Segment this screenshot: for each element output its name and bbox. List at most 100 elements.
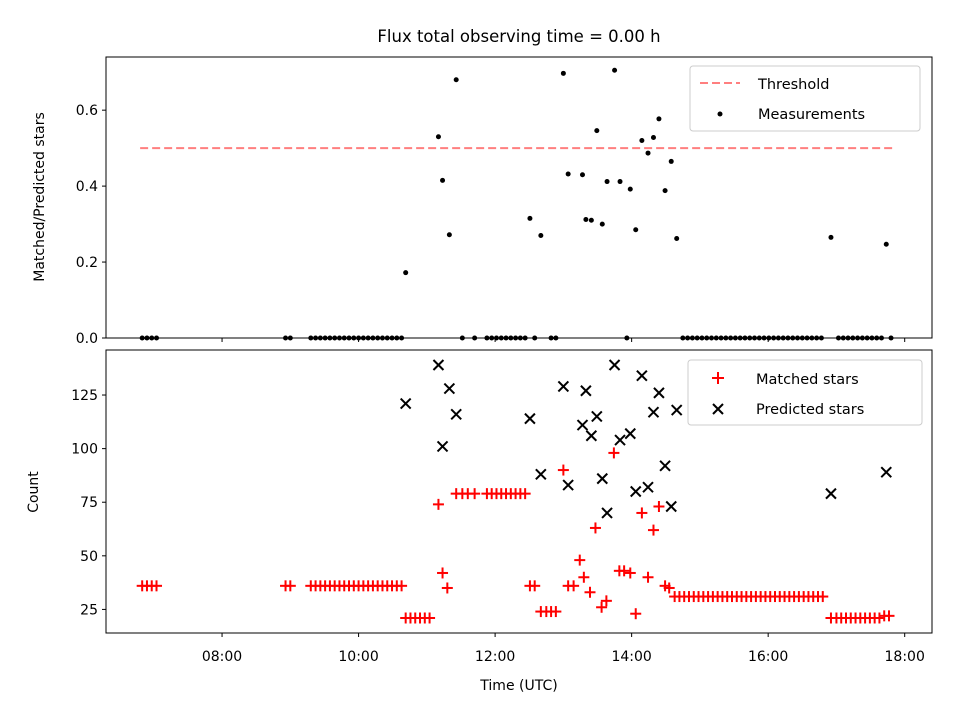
matched-star-point [441, 582, 453, 594]
matched-star-point [624, 567, 636, 579]
matched-star-point [437, 567, 449, 579]
matched-star-point [873, 612, 885, 624]
predicted-star-point [591, 410, 603, 423]
bottom-x-ticks: 08:00 10:00 12:00 14:00 16:00 18:00 [202, 633, 925, 665]
predicted-star-point [608, 359, 621, 371]
predicted-star-point [436, 440, 449, 453]
measurement-point [633, 227, 639, 233]
measurement-point [604, 179, 610, 185]
measurement-point [446, 232, 452, 238]
bottom-x-tick-label: 10:00 [338, 649, 378, 665]
matched-star-point [636, 507, 648, 519]
predicted-star-point [630, 485, 642, 498]
top-legend-box [689, 65, 921, 132]
matched-star-point [653, 501, 665, 513]
matched-star-point [519, 488, 531, 500]
measurement-point [538, 232, 544, 238]
matched-star-point [596, 601, 608, 613]
measurement-point [527, 215, 533, 221]
predicted-star-point [432, 359, 445, 371]
matched-star-point [424, 612, 436, 624]
measurement-point [440, 177, 446, 183]
measurement-point [656, 116, 662, 122]
measurement-point [627, 186, 633, 192]
bottom-y-tick-label: 25 [80, 602, 98, 618]
top-y-axis-label: Matched/Predicted stars [32, 112, 48, 282]
predicted-star-point [601, 507, 613, 519]
bottom-y-ticks: 25 50 75 100 125 [71, 388, 106, 618]
measurement-point [674, 236, 680, 242]
legend-matched-swatch [712, 372, 724, 384]
bottom-x-tick-label: 14:00 [611, 649, 651, 665]
predicted-star-point [670, 404, 683, 416]
top-y-ticks: 0.0 0.2 0.4 0.6 [76, 103, 106, 347]
matched-star-point [550, 606, 562, 618]
bottom-panel: 25 50 75 100 125 08:00 10:00 12:00 14:00 16:00 18… [26, 349, 933, 694]
measurement-point [668, 158, 674, 164]
measurement-point [579, 172, 585, 178]
chart-title: Flux total observing time = 0.00 h [377, 27, 660, 46]
predicted-star-point [562, 479, 574, 491]
predicted-star-point [880, 466, 892, 478]
predicted-star-point [636, 370, 648, 382]
matched-star-point [578, 571, 590, 583]
top-plot-frame [105, 56, 933, 339]
predicted-stars-points [399, 359, 892, 519]
bottom-y-tick-label: 125 [71, 388, 98, 404]
predicted-star-point [524, 412, 536, 425]
measurement-point [612, 67, 618, 73]
legend-predicted-swatch [712, 403, 724, 415]
bottom-plot-frame [105, 349, 933, 634]
measurement-point [662, 188, 668, 194]
measurement-point [435, 134, 441, 140]
bottom-x-tick-label: 16:00 [748, 649, 788, 665]
predicted-star-point [535, 468, 547, 481]
top-panel: 0.0 0.2 0.4 0.6 Matched/Predicted stars Thr… [32, 56, 933, 347]
measurement-point [588, 217, 594, 223]
matched-star-point [608, 447, 620, 459]
bottom-legend: Matched stars Predicted stars [687, 359, 923, 426]
predicted-star-point [642, 481, 654, 493]
legend-measurements-swatch [717, 111, 723, 117]
bottom-y-axis-label: Count [26, 471, 42, 513]
predicted-star-point [825, 487, 837, 500]
predicted-star-point [614, 434, 626, 446]
measurement-point [560, 70, 566, 76]
legend-threshold-label: Threshold [757, 77, 829, 93]
matched-star-point [663, 582, 675, 594]
bottom-x-tick-label: 12:00 [475, 649, 515, 665]
bottom-y-tick-label: 50 [80, 549, 98, 565]
matched-star-point [529, 580, 541, 592]
measurement-point [639, 138, 645, 144]
matched-star-point [647, 524, 659, 536]
matched-star-point [469, 488, 481, 500]
top-y-tick-label: 0.0 [76, 331, 98, 347]
measurement-point [883, 241, 889, 247]
bottom-x-tick-label: 18:00 [885, 649, 925, 665]
matched-star-point [600, 595, 612, 607]
x-axis-label: Time (UTC) [479, 678, 557, 694]
matched-star-point [557, 464, 569, 476]
top-y-tick-label: 0.4 [76, 179, 98, 195]
measurement-point [828, 234, 834, 240]
measurement-point [650, 135, 656, 141]
matched-star-point [630, 608, 642, 620]
matched-star-point [817, 591, 829, 603]
matched-star-point [589, 522, 601, 534]
matched-star-point [574, 554, 586, 566]
measurement-point [594, 128, 600, 134]
predicted-star-point [443, 382, 456, 395]
top-legend: Threshold Measurements [689, 65, 921, 132]
bottom-legend-box [687, 359, 923, 426]
predicted-star-point [450, 408, 462, 421]
measurement-point [403, 270, 409, 276]
matched-star-point [584, 586, 596, 598]
predicted-star-point [647, 406, 660, 418]
legend-measurements-label: Measurements [758, 107, 865, 123]
predicted-star-point [399, 397, 412, 410]
bottom-y-tick-label: 75 [80, 495, 98, 511]
predicted-star-point [665, 500, 677, 513]
matched-star-point [568, 580, 580, 592]
measurement-point [565, 171, 571, 177]
